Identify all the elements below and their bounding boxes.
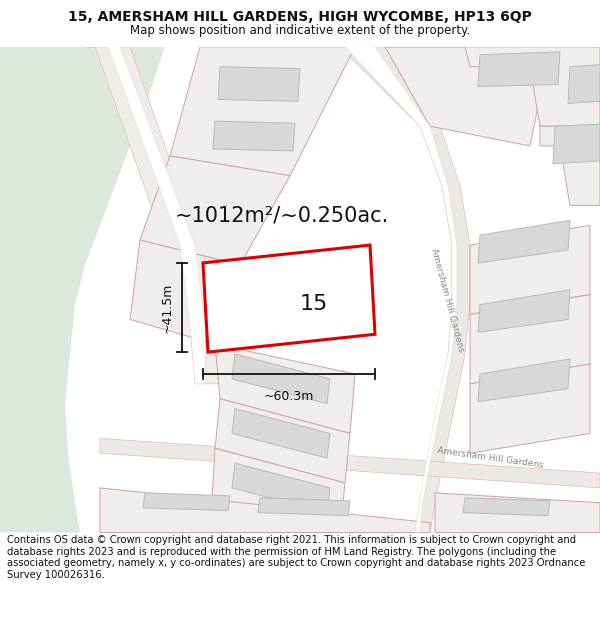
- Polygon shape: [463, 498, 550, 516]
- Polygon shape: [218, 67, 300, 101]
- Polygon shape: [85, 47, 220, 384]
- Polygon shape: [470, 225, 590, 314]
- Text: ~1012m²/~0.250ac.: ~1012m²/~0.250ac.: [175, 206, 389, 226]
- Polygon shape: [478, 359, 570, 402]
- Polygon shape: [470, 364, 590, 453]
- Polygon shape: [130, 240, 240, 344]
- Polygon shape: [470, 294, 590, 384]
- Polygon shape: [0, 47, 165, 532]
- Text: Amersham Hill Gardens: Amersham Hill Gardens: [436, 446, 544, 470]
- Text: 15, AMERSHAM HILL GARDENS, HIGH WYCOMBE, HP13 6QP: 15, AMERSHAM HILL GARDENS, HIGH WYCOMBE,…: [68, 10, 532, 24]
- Polygon shape: [568, 65, 600, 103]
- Polygon shape: [232, 463, 330, 512]
- Polygon shape: [478, 220, 570, 263]
- Polygon shape: [478, 52, 560, 86]
- Polygon shape: [100, 47, 205, 384]
- Polygon shape: [170, 47, 355, 176]
- Polygon shape: [215, 399, 350, 483]
- Text: ~41.5m: ~41.5m: [161, 282, 174, 332]
- Text: Map shows position and indicative extent of the property.: Map shows position and indicative extent…: [130, 24, 470, 36]
- Polygon shape: [385, 47, 550, 146]
- Polygon shape: [210, 448, 345, 532]
- Text: Contains OS data © Crown copyright and database right 2021. This information is : Contains OS data © Crown copyright and d…: [7, 535, 586, 580]
- Text: Amersham Hill Gardens: Amersham Hill Gardens: [429, 247, 465, 352]
- Polygon shape: [215, 344, 355, 433]
- Polygon shape: [203, 245, 375, 352]
- Text: 15: 15: [300, 294, 328, 314]
- Polygon shape: [100, 438, 600, 488]
- Polygon shape: [465, 47, 600, 126]
- Polygon shape: [258, 498, 350, 516]
- Polygon shape: [435, 493, 600, 532]
- Polygon shape: [143, 493, 230, 511]
- Polygon shape: [553, 124, 600, 164]
- Polygon shape: [213, 121, 295, 151]
- Polygon shape: [100, 488, 430, 532]
- Polygon shape: [232, 354, 330, 404]
- Text: ~60.3m: ~60.3m: [264, 390, 314, 402]
- Polygon shape: [340, 47, 470, 532]
- Polygon shape: [345, 47, 457, 532]
- Polygon shape: [140, 156, 290, 265]
- Polygon shape: [232, 409, 330, 458]
- Polygon shape: [540, 126, 600, 206]
- Polygon shape: [478, 290, 570, 332]
